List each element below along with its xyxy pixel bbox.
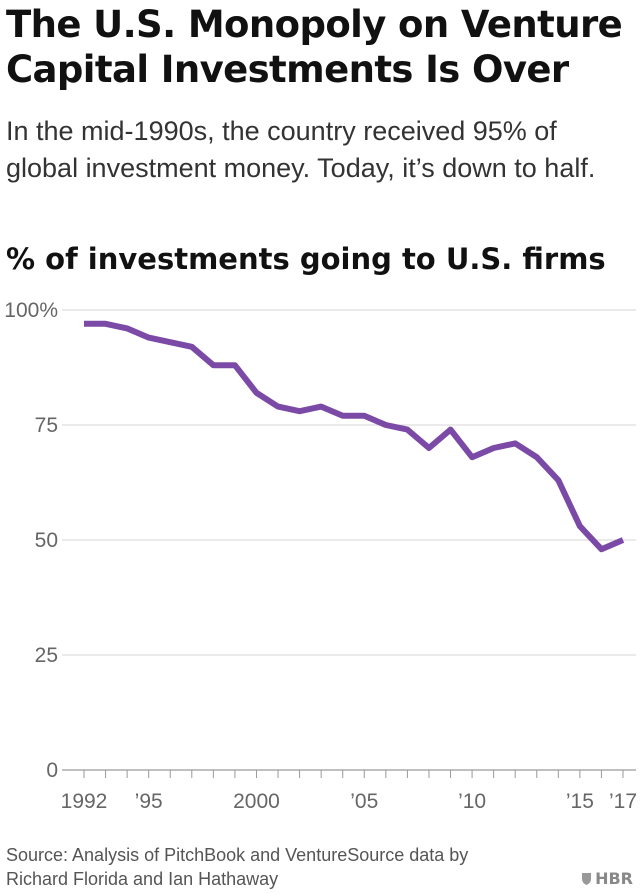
x-tick-label: ’15 xyxy=(566,790,594,813)
x-tick-label: ’95 xyxy=(135,790,163,813)
brand-label: HBR xyxy=(595,869,633,888)
x-tick-label: 2000 xyxy=(233,790,280,813)
hbr-logo: HBR xyxy=(581,869,633,888)
x-tick-labels: 1992 ’95 2000 ’05 ’10 ’15 ’17 xyxy=(61,790,637,813)
gridlines xyxy=(62,309,636,771)
series-lines xyxy=(84,320,625,553)
x-tick-label: ’17 xyxy=(609,790,637,813)
y-tick-label: 50 xyxy=(35,529,58,552)
y-tick-label: 75 xyxy=(35,414,58,437)
y-tick-labels: 0 25 50 75 100% xyxy=(4,299,58,782)
x-tick-label: 1992 xyxy=(61,790,108,813)
line-chart: 0 25 50 75 100% 1992 ’95 2000 ’05 ’10 ’15 ’17 xyxy=(4,299,637,813)
shield-icon xyxy=(582,872,592,885)
x-tick-label: ’05 xyxy=(350,790,378,813)
source-note: Source: Analysis of PitchBook and Ventur… xyxy=(6,845,469,889)
plot-heading: % of investments going to U.S. firms xyxy=(6,242,606,276)
y-tick-label: 0 xyxy=(46,759,58,782)
y-tick-label: 100% xyxy=(4,299,58,322)
series-line xyxy=(84,320,625,553)
chart-title: The U.S. Monopoly on Venture Capital Inv… xyxy=(6,3,623,91)
y-tick-label: 25 xyxy=(35,644,58,667)
x-tick-label: ’10 xyxy=(458,790,486,813)
chart-subtitle: In the mid-1990s, the country received 9… xyxy=(6,116,596,183)
x-axis xyxy=(83,770,624,778)
